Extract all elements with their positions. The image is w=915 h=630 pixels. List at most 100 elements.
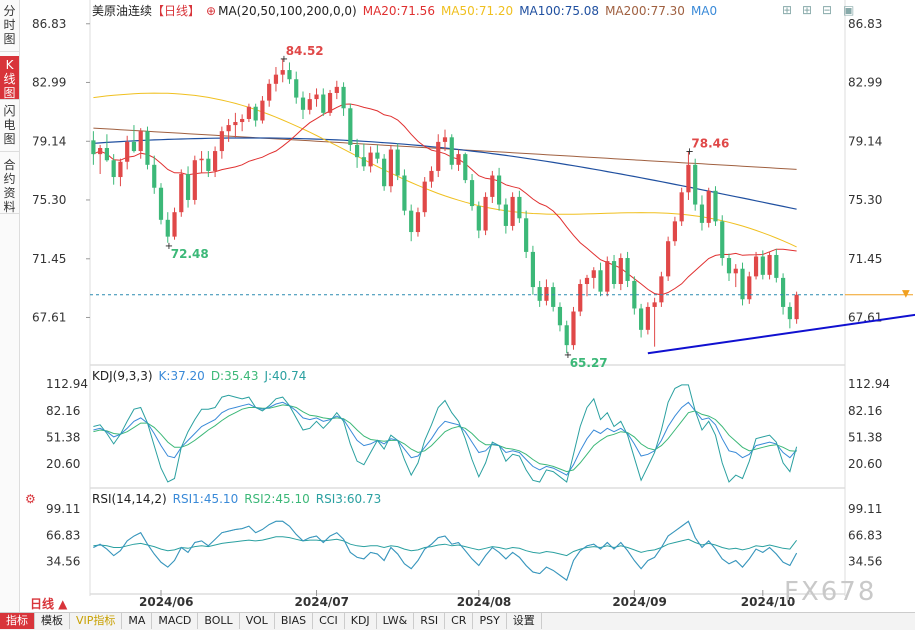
candle-body (713, 190, 718, 222)
indicator-tab-4[interactable]: MACD (152, 613, 199, 629)
candle-body (368, 152, 373, 167)
extreme-marker: + (280, 54, 288, 65)
date-tick-label: 2024/08 (457, 595, 511, 609)
candle-body (334, 86, 339, 93)
watermark-logo: FX678 (784, 577, 877, 607)
candle-body (760, 256, 765, 275)
candle-body (524, 218, 529, 252)
extreme-marker: + (685, 147, 693, 158)
zoom-in-icon[interactable]: ⊞ (802, 3, 813, 17)
date-tick-label: 2024/10 (741, 595, 795, 609)
candle-body (246, 106, 252, 119)
price-tick-left: 82.99 (32, 75, 66, 89)
ma200-value: MA200:77.30 (605, 4, 685, 18)
indicator-tab-14[interactable]: 设置 (507, 613, 542, 629)
rsi1-line (93, 520, 798, 582)
candle-body (172, 212, 177, 237)
price-tick-right: 79.14 (848, 134, 882, 148)
candle-body (517, 196, 522, 219)
candle-body (787, 306, 792, 320)
candle-body (774, 254, 779, 278)
candle-body (273, 74, 279, 84)
ma20-line (93, 103, 797, 296)
kdj-k-value: K:37.20 (158, 369, 205, 383)
candle-body (436, 141, 441, 171)
kdj-tick-right: 82.16 (848, 404, 882, 418)
candle-body (476, 206, 481, 231)
rsi-tick-left: 66.83 (46, 528, 80, 542)
candle-body (625, 258, 630, 281)
candle-body (382, 158, 387, 187)
candle-body (618, 258, 623, 285)
price-tick-right: 82.99 (848, 75, 882, 89)
rsi2-value: RSI2:45.10 (244, 492, 310, 506)
indicator-tab-9[interactable]: KDJ (345, 613, 377, 629)
candle-body (463, 154, 468, 181)
tab-contract-info[interactable]: 合约资料 (0, 156, 19, 214)
indicator-tab-5[interactable]: BOLL (198, 613, 240, 629)
candle-body (138, 131, 143, 152)
indicator-tab-2[interactable]: VIP指标 (70, 613, 123, 629)
symbol-name: 美原油连续 (92, 4, 153, 18)
kdj-d-line (93, 404, 797, 473)
indicator-tab-7[interactable]: BIAS (275, 613, 314, 629)
candle-body (253, 106, 258, 121)
candle-body (571, 311, 576, 346)
rsi3-value: RSI3:60.73 (315, 492, 382, 506)
candle-body (611, 261, 617, 285)
candle-body (442, 137, 448, 142)
candle-body (402, 175, 407, 211)
zoom-out-icon[interactable]: ⊟ (822, 3, 833, 17)
chart-canvas[interactable]: 86.83 86.83 82.99 82.99 79.14 79.14 75.30 75.30… (0, 0, 915, 612)
candle-body (564, 325, 569, 346)
candle-body (212, 151, 218, 171)
kdj-tick-right: 112.94 (848, 377, 890, 391)
candle-body (415, 212, 421, 233)
candle-body (530, 251, 536, 288)
ma50-line (93, 92, 797, 248)
date-tick-label: 2024/06 (139, 595, 193, 609)
rsi-gear-icon[interactable]: ⚙ (25, 492, 36, 506)
fit-icon[interactable]: ⊞ (782, 3, 793, 17)
date-tick-label: 2024/09 (612, 595, 666, 609)
kdj-tick-right: 51.38 (848, 430, 882, 444)
tab-intraday[interactable]: 分时图 (0, 2, 19, 52)
candle-body (686, 164, 691, 193)
candle-body (395, 149, 400, 176)
candle-body (321, 94, 326, 113)
candle-body (409, 210, 414, 233)
add-icon[interactable]: ⊕ (206, 4, 217, 18)
price-tick-right: 71.45 (848, 252, 882, 266)
indicator-tab-1[interactable]: 模板 (35, 613, 70, 629)
candle-body (652, 302, 657, 307)
indicator-tab-13[interactable]: PSY (473, 613, 507, 629)
indicator-tab-0[interactable]: 指标 (0, 613, 35, 629)
period-selector[interactable]: 日线 ▲ (30, 597, 68, 611)
candle-body (287, 70, 292, 80)
candle-body (666, 241, 671, 277)
tab-contract-info-label: 合约资料 (3, 158, 16, 214)
indicator-tab-12[interactable]: CR (445, 613, 474, 629)
candle-body (240, 118, 245, 123)
indicator-tab-10[interactable]: LW& (377, 613, 415, 629)
candle-body (747, 276, 752, 300)
candle-body (544, 287, 549, 301)
kdj-d-value: D:35.43 (210, 369, 259, 383)
price-tick-right: 86.83 (848, 17, 882, 31)
candle-body (429, 170, 434, 182)
tab-lightning[interactable]: 闪电图 (0, 102, 19, 152)
last-price-arrow-icon: ▼ (902, 289, 910, 300)
settings-icon[interactable]: ▣ (843, 3, 855, 17)
indicator-tab-11[interactable]: RSI (414, 613, 446, 629)
indicator-tab-6[interactable]: VOL (240, 613, 275, 629)
candle-body (307, 99, 312, 110)
extreme-price-label: 72.48 (171, 247, 209, 261)
indicator-tab-3[interactable]: MA (122, 613, 153, 629)
candle-body (503, 204, 508, 226)
rsi-tick-right: 66.83 (848, 528, 882, 542)
indicator-tab-8[interactable]: CCI (313, 613, 345, 629)
candle-body (118, 161, 123, 178)
candle-body (794, 294, 799, 320)
price-tick-left: 86.83 (32, 17, 66, 31)
